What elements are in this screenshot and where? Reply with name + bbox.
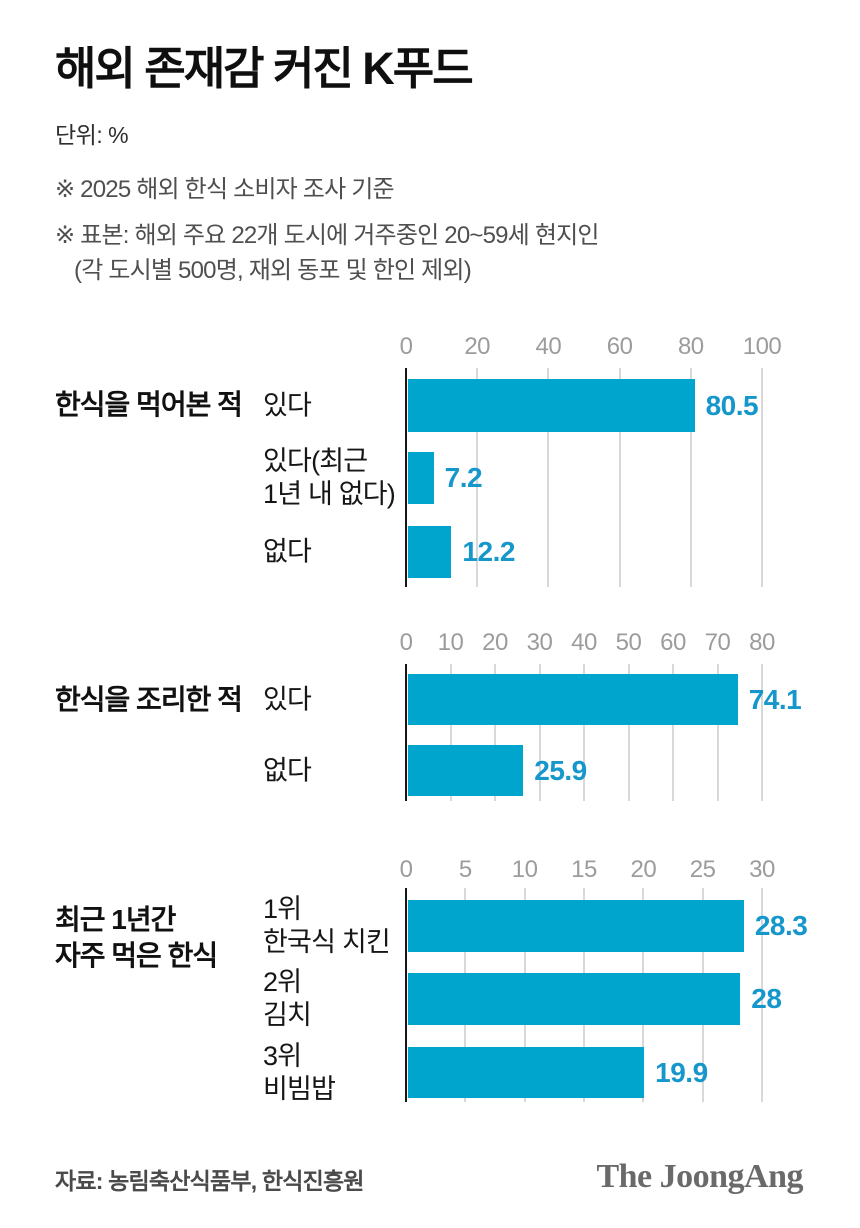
- unit-label: 단위: %: [55, 122, 129, 148]
- bar-value-label: 28.3: [754, 910, 808, 941]
- bar-value-label: 74.1: [748, 683, 802, 715]
- bar-value-label: 12.2: [462, 536, 515, 567]
- axis-tick-label: 25: [689, 856, 716, 883]
- gridline: [476, 368, 479, 587]
- axis-line: [405, 664, 407, 801]
- axis-tick-label: 10: [437, 629, 464, 656]
- chart-group-label: 한식을 조리한 적: [55, 684, 243, 715]
- chart-group-label: 최근 1년간 자주 먹은 한식: [55, 904, 218, 971]
- gridline: [583, 664, 585, 801]
- category-label: 있다: [263, 390, 312, 420]
- gridline: [672, 664, 674, 801]
- axis-tick-label: 20: [482, 629, 508, 656]
- axis-tick-label: 100: [742, 333, 782, 360]
- category-label: 3위 비빔밥: [263, 1040, 336, 1104]
- bar-value-label: 7.2: [444, 462, 483, 493]
- category-label: 2위 김치: [263, 967, 312, 1030]
- gridline: [761, 664, 763, 801]
- note-sample-detail: (각 도시별 500명, 재외 동포 및 한인 제외): [74, 257, 472, 284]
- axis-line: [405, 888, 407, 1102]
- category-label: 있다(최근 1년 내 없다): [263, 446, 396, 509]
- source-credit: 자료: 농림축산식품부, 한식진흥원: [55, 1168, 364, 1194]
- bar-value-label: 80.5: [705, 389, 759, 421]
- axis-tick-label: 10: [511, 856, 538, 883]
- axis-tick-label: 40: [535, 333, 562, 360]
- bar: [408, 1047, 645, 1098]
- gridline: [523, 888, 526, 1102]
- page-title: 해외 존재감 커진 K푸드: [55, 43, 474, 94]
- axis-tick-label: 50: [615, 629, 642, 656]
- axis-tick-label: 5: [458, 856, 472, 883]
- axis-tick-label: 30: [526, 629, 553, 656]
- axis-tick-label: 70: [704, 629, 731, 656]
- category-label: 있다: [263, 684, 312, 714]
- note-survey-basis: ※ 2025 해외 한식 소비자 조사 기준: [55, 176, 395, 203]
- gridline: [464, 888, 467, 1102]
- note-sample: ※ 표본: 해외 주요 22개 도시에 거주중인 20~59세 현지인: [55, 222, 599, 249]
- axis-tick-label: 20: [464, 333, 491, 360]
- gridline: [701, 888, 704, 1102]
- axis-tick-label: 0: [399, 629, 413, 656]
- category-label: 없다: [263, 755, 312, 785]
- bar: [408, 526, 452, 578]
- axis-tick-label: 15: [571, 856, 597, 883]
- gridline: [538, 664, 541, 801]
- gridline: [761, 368, 763, 587]
- gridline: [689, 368, 692, 587]
- bar: [408, 745, 524, 796]
- axis-tick-label: 80: [749, 629, 775, 656]
- bar: [408, 674, 738, 725]
- axis-tick-label: 40: [571, 629, 597, 656]
- bar: [408, 900, 744, 952]
- gridline: [547, 368, 550, 587]
- bar: [408, 973, 741, 1025]
- chart-group-label: 한식을 먹어본 적: [55, 389, 243, 420]
- axis-tick-label: 60: [606, 333, 633, 360]
- axis-tick-label: 80: [677, 333, 704, 360]
- bar-value-label: 19.9: [655, 1056, 708, 1088]
- gridline: [618, 368, 621, 587]
- bar: [408, 452, 434, 504]
- category-label: 1위 한국식 치킨: [263, 894, 391, 957]
- gridline: [716, 664, 719, 801]
- bar-value-label: 25.9: [534, 754, 587, 786]
- gridline: [449, 664, 452, 801]
- category-label: 없다: [263, 536, 312, 567]
- axis-line: [405, 368, 407, 587]
- axis-tick-label: 20: [630, 856, 657, 883]
- bar-value-label: 28: [751, 983, 782, 1014]
- gridline: [642, 888, 645, 1102]
- axis-tick-label: 60: [660, 629, 686, 656]
- axis-tick-label: 0: [399, 856, 413, 883]
- axis-tick-label: 30: [749, 856, 775, 883]
- gridline: [583, 888, 585, 1102]
- gridline: [627, 664, 630, 801]
- gridline: [761, 888, 763, 1102]
- gridline: [494, 664, 496, 801]
- axis-tick-label: 0: [399, 333, 413, 360]
- joongang-logo: The JoongAng: [596, 1158, 803, 1195]
- bar: [408, 379, 695, 432]
